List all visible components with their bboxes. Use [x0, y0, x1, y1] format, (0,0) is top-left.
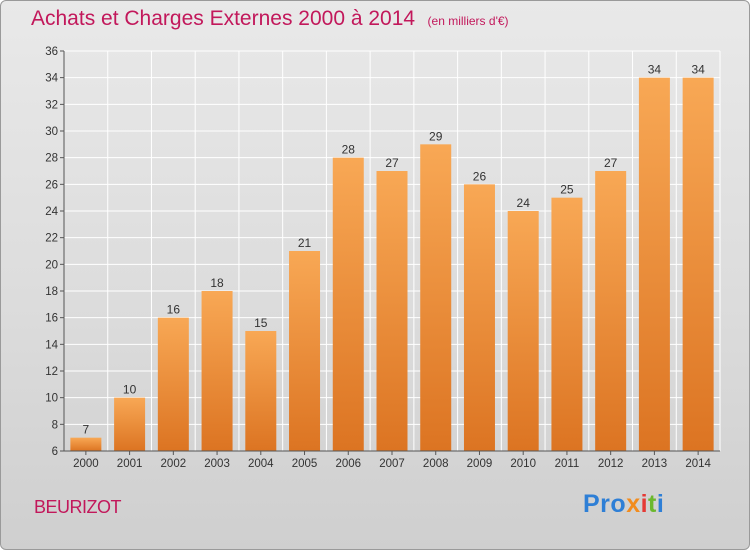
data-label: 28: [342, 143, 356, 157]
x-tick-label: 2014: [685, 458, 711, 470]
x-tick-label: 2003: [204, 458, 230, 470]
bar: [420, 144, 452, 452]
data-label: 21: [298, 236, 312, 250]
data-label: 26: [473, 169, 487, 183]
bar: [157, 317, 189, 451]
x-tick-label: 2010: [510, 458, 536, 470]
bar: [114, 397, 146, 451]
y-tick-label: 34: [45, 73, 58, 85]
x-tick-label: 2004: [248, 458, 274, 470]
y-tick-label: 36: [45, 46, 58, 58]
data-label: 27: [604, 156, 618, 170]
y-tick-label: 32: [45, 99, 58, 111]
data-label: 34: [691, 63, 705, 77]
x-tick-label: 2012: [598, 458, 624, 470]
logo-part: i: [640, 490, 649, 518]
data-label: 7: [83, 423, 90, 437]
y-tick-label: 6: [52, 446, 58, 458]
y-tick-label: 30: [45, 126, 58, 138]
chart-unit: (en milliers d'€): [427, 14, 509, 28]
bar: [70, 437, 102, 451]
x-tick-label: 2002: [161, 458, 187, 470]
data-label: 27: [385, 156, 399, 170]
x-tick-label: 2013: [642, 458, 668, 470]
axes: 6 8 10 12 14 16 18 20 22 24 26 28 30 32 34 36 2000 2001 20…: [45, 46, 720, 470]
proxiti-logo[interactable]: Proxiti: [583, 490, 664, 519]
x-tick-label: 2001: [117, 458, 143, 470]
bar: [376, 171, 408, 451]
x-tick-label: 2006: [335, 458, 361, 470]
logo-part: t: [648, 490, 657, 518]
x-tick-label: 2011: [555, 458, 580, 470]
bar: [201, 291, 233, 451]
y-tick-label: 20: [45, 259, 58, 271]
logo-part: i: [656, 490, 665, 518]
y-tick-label: 18: [45, 286, 58, 298]
bar: [507, 211, 539, 451]
bar: [595, 171, 627, 451]
chart-title-block: Achats et Charges Externes 2000 à 2014 (…: [31, 7, 509, 31]
y-tick-label: 10: [45, 393, 58, 405]
data-label: 16: [167, 303, 181, 317]
data-label: 15: [254, 316, 268, 330]
x-tick-label: 2008: [423, 458, 449, 470]
bar: [551, 197, 583, 451]
logo-part: Pro: [583, 490, 627, 518]
chart-title: Achats et Charges Externes 2000 à 2014: [31, 7, 416, 30]
y-tick-label: 14: [45, 339, 58, 351]
bar: [638, 77, 670, 452]
data-label: 29: [429, 129, 443, 143]
y-tick-label: 26: [45, 179, 58, 191]
y-tick-label: 12: [45, 366, 58, 378]
bars: 7 10 16 18 15 21 28 27 29 26 24 25 27 34 34: [70, 63, 714, 452]
logo-part: x: [626, 490, 641, 518]
bar: [245, 331, 277, 451]
x-tick-label: 2009: [467, 458, 493, 470]
bar: [289, 251, 321, 451]
x-tick-label: 2007: [379, 458, 405, 470]
y-tick-label: 8: [52, 419, 58, 431]
y-tick-label: 28: [45, 153, 58, 165]
data-label: 34: [648, 63, 662, 77]
y-tick-label: 16: [45, 313, 58, 325]
data-label: 18: [210, 276, 224, 290]
bar: [332, 157, 364, 451]
data-label: 24: [517, 196, 531, 210]
x-tick-label: 2000: [73, 458, 99, 470]
bar: [463, 184, 495, 452]
bar: [682, 77, 714, 452]
data-label: 25: [560, 183, 574, 197]
data-label: 10: [123, 383, 137, 397]
x-tick-label: 2005: [292, 458, 318, 470]
commune-name: BEURIZOT: [34, 497, 122, 517]
y-tick-label: 24: [45, 206, 58, 218]
y-tick-label: 22: [45, 233, 58, 245]
